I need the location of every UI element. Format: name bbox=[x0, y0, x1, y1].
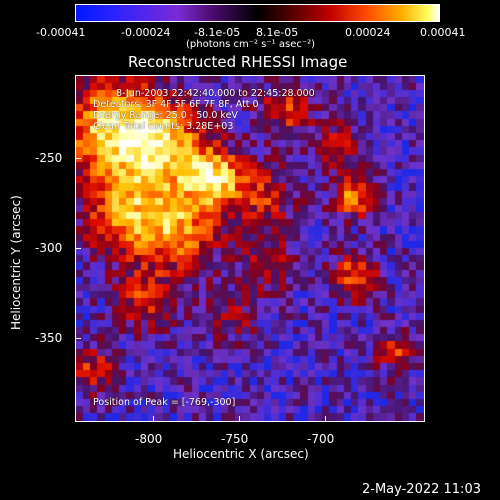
colorbar-tick: 0.00024 bbox=[345, 26, 391, 39]
rhessi-image: 8-Jun-2003 22:42:40.000 to 22:45:28.000 … bbox=[75, 75, 425, 422]
image-canvas bbox=[76, 76, 424, 421]
colorbar-tick: -8.1e-05 bbox=[194, 26, 241, 39]
footer-date: 2-May-2022 11:03 bbox=[362, 482, 481, 497]
y-tick-mark bbox=[75, 158, 81, 159]
peak-position: Position of Peak = [-769,-300] bbox=[93, 397, 236, 408]
x-tick-label: -700 bbox=[307, 432, 335, 446]
plot-title: Reconstructed RHESSI Image bbox=[128, 53, 348, 71]
y-tick-label: -250 bbox=[35, 151, 63, 165]
y-tick-label: -300 bbox=[35, 241, 63, 255]
colorbar-tick: -0.00024 bbox=[121, 26, 171, 39]
x-tick-mark bbox=[153, 416, 154, 422]
info-line: Clean Total counts: 3.28E+03 bbox=[93, 121, 234, 132]
colorbar-units: (photons cm⁻² s⁻¹ asec⁻²) bbox=[186, 39, 316, 50]
y-tick-label: -350 bbox=[35, 331, 63, 345]
x-tick-mark bbox=[325, 416, 326, 422]
y-axis-label: Heliocentric Y (arcsec) bbox=[9, 195, 23, 330]
colorbar-tick: -0.00041 bbox=[36, 26, 86, 39]
x-axis-label: Heliocentric X (arcsec) bbox=[173, 447, 309, 461]
colorbar bbox=[75, 4, 440, 22]
info-line: Detectors: 3F 4F 5F 6F 7F 8F, Att 0 bbox=[93, 99, 259, 110]
colorbar-tick: 8.1e-05 bbox=[256, 26, 299, 39]
info-line: 8-Jun-2003 22:42:40.000 to 22:45:28.000 bbox=[116, 88, 315, 99]
y-tick-mark bbox=[75, 338, 81, 339]
x-tick-label: -800 bbox=[135, 432, 163, 446]
y-tick-mark bbox=[75, 248, 81, 249]
info-line: Energy Range: 25.0 - 50.0 keV bbox=[93, 110, 238, 121]
x-tick-label: -750 bbox=[221, 432, 249, 446]
x-tick-mark bbox=[239, 416, 240, 422]
colorbar-tick: 0.00041 bbox=[420, 26, 466, 39]
